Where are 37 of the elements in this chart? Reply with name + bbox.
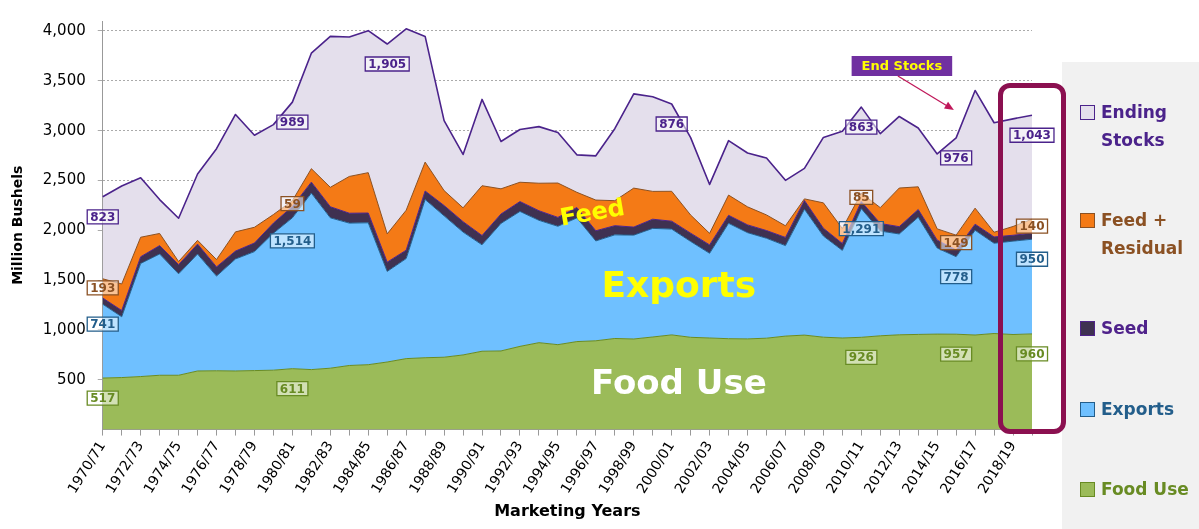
x-axis-title: Marketing Years — [494, 500, 641, 520]
data-label: 1,514 — [273, 233, 312, 248]
legend-label: Exports — [1101, 397, 1175, 421]
data-label: 926 — [848, 350, 874, 365]
y-tick-label: 1,500 — [42, 269, 86, 288]
data-label: 611 — [279, 381, 305, 396]
y-tick-label: 3,500 — [42, 70, 86, 89]
y-tick-label: 2,000 — [42, 220, 86, 239]
data-label: 59 — [284, 196, 301, 211]
data-label: 741 — [90, 317, 116, 332]
annotation: Food Use — [591, 362, 767, 403]
annotation: End Stocks — [861, 58, 943, 74]
data-label: 140 — [1019, 219, 1045, 234]
legend-label: Seed — [1101, 317, 1149, 341]
y-axis-title: Million Bushels — [9, 165, 26, 285]
data-label: 960 — [1019, 347, 1045, 362]
data-label: 823 — [90, 209, 116, 224]
legend-label: Ending Stocks — [1101, 101, 1168, 153]
y-tick-label: 3,000 — [42, 120, 86, 139]
data-label: 957 — [943, 347, 969, 362]
y-tick-label: 1,000 — [42, 319, 86, 338]
data-label: 1,905 — [368, 57, 407, 72]
data-label: 989 — [279, 115, 305, 130]
data-label: 778 — [943, 269, 969, 284]
annotation: Feed — [557, 192, 627, 232]
data-label: 876 — [659, 117, 685, 132]
legend-label: Food Use — [1101, 477, 1189, 501]
y-tick-label: 4,000 — [42, 20, 86, 39]
data-label: 517 — [90, 391, 116, 406]
data-label: 1,043 — [1013, 128, 1051, 143]
y-tick-label: 500 — [57, 369, 86, 388]
legend-label: Feed + Residual — [1101, 209, 1185, 261]
y-tick-label: 2,500 — [42, 170, 86, 189]
annotation: Exports — [601, 263, 757, 305]
data-label: 976 — [943, 151, 969, 166]
data-label: 863 — [848, 120, 874, 135]
data-label: 950 — [1019, 252, 1045, 267]
